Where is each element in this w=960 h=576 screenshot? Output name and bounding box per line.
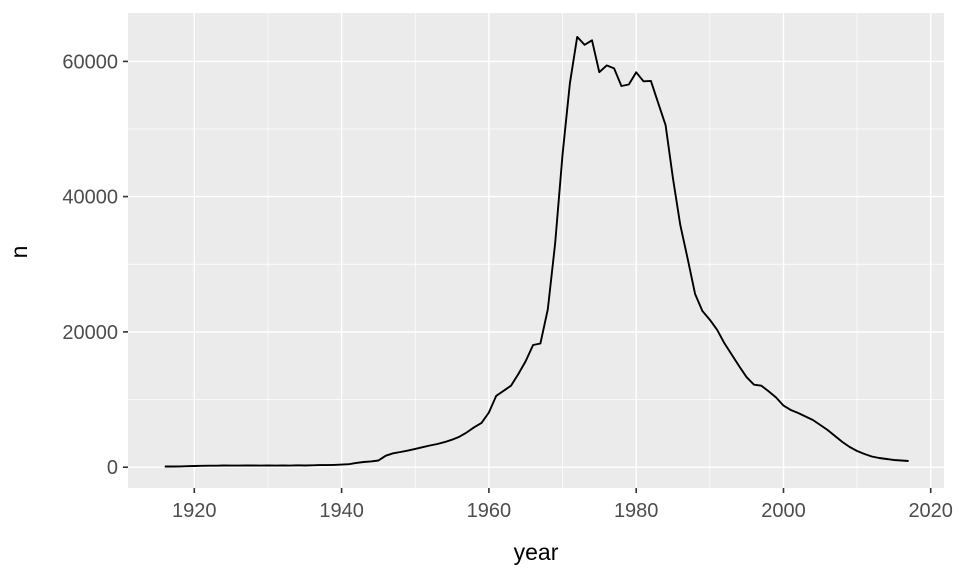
x-tick-label: 1920	[172, 500, 217, 522]
plot-area: 1920 1940 1960 1980 2000 2020 0 20000 40000 60000	[62, 13, 953, 522]
y-axis-title: n	[6, 246, 32, 259]
x-tick-label: 1960	[467, 500, 512, 522]
panel-background	[128, 13, 944, 488]
y-tick-label: 20000	[62, 322, 118, 344]
x-tick-label: 1980	[614, 500, 659, 522]
x-axis-title: year	[514, 539, 559, 565]
y-tick-label: 40000	[62, 187, 118, 209]
x-tick-label: 2020	[908, 500, 953, 522]
data-line-n	[164, 35, 909, 468]
y-tick-label: 0	[107, 457, 118, 479]
x-tick-label: 1940	[319, 500, 364, 522]
x-tick-label: 2000	[761, 500, 806, 522]
y-tick-label: 60000	[62, 51, 118, 73]
